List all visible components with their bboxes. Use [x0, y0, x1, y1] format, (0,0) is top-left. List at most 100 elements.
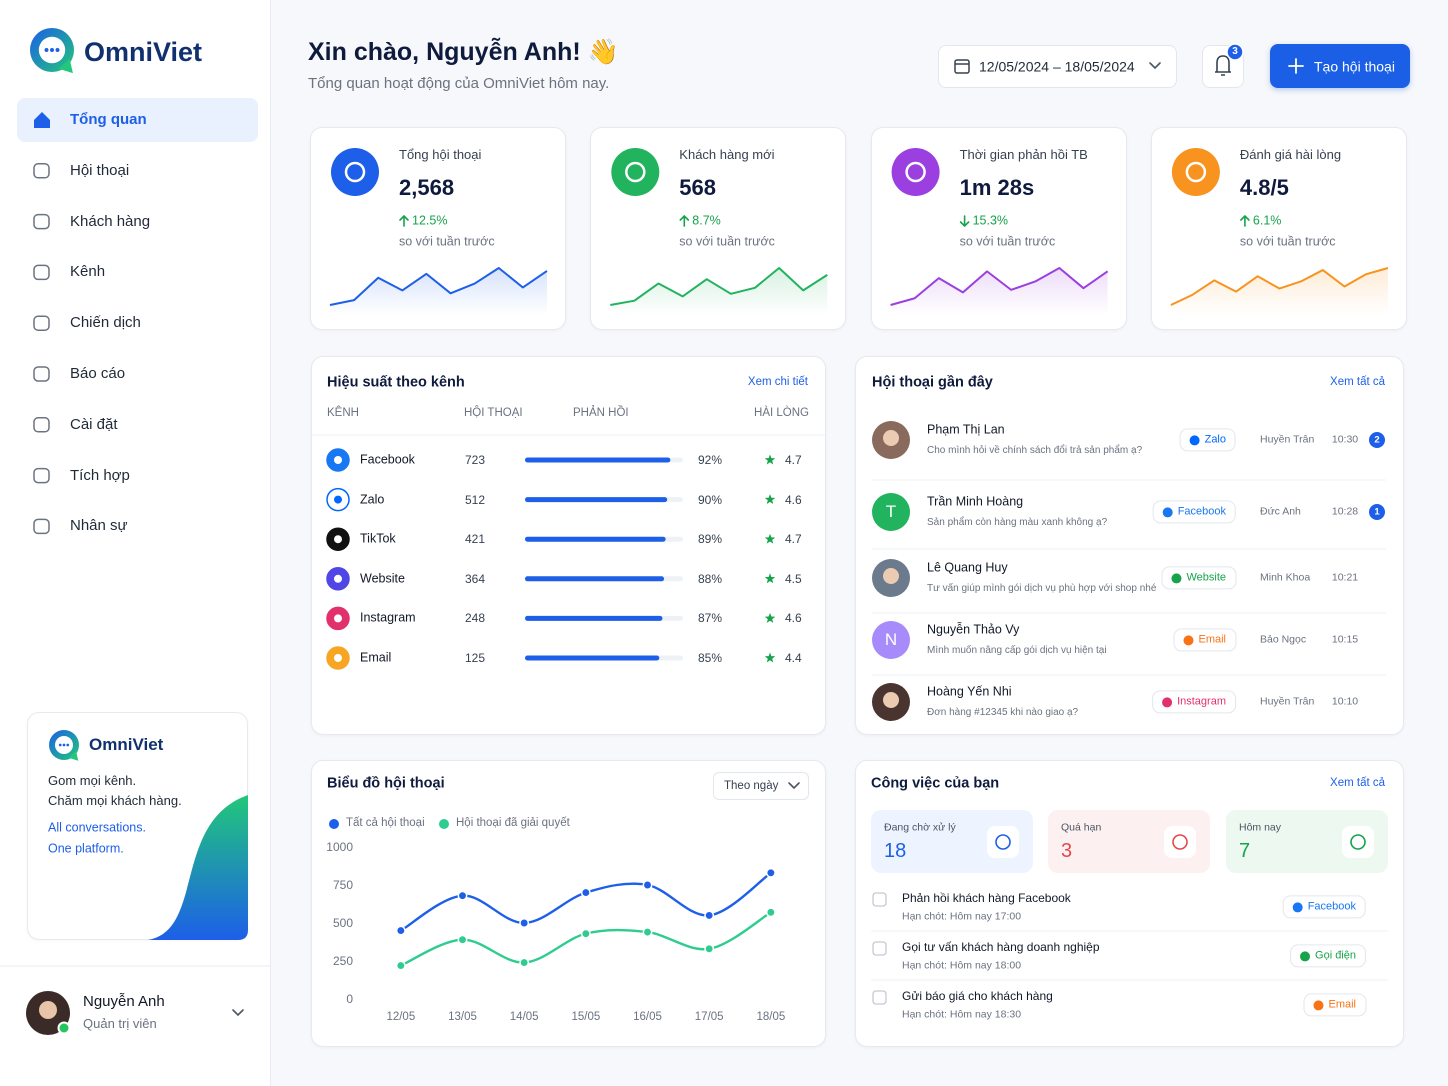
user-role: Quản trị viên [83, 1016, 157, 1032]
stat-label: Thời gian phản hồi TB [959, 147, 1088, 163]
tag-label: Facebook [1307, 900, 1356, 913]
data-point [704, 943, 715, 954]
sparkline [1170, 267, 1389, 306]
date-picker[interactable] [938, 45, 1177, 88]
channels-card [311, 356, 826, 735]
promo-line: One platform. [48, 841, 124, 856]
rating-star [764, 612, 776, 623]
data-point [519, 957, 530, 968]
channel-tag: Zalo [1179, 428, 1236, 452]
channel-tag: Facebook [1152, 500, 1236, 524]
stat-icon-glyph [905, 161, 926, 183]
avatar-face [883, 692, 899, 708]
stat-label: Tổng hội thoại [399, 147, 482, 163]
card-link[interactable]: Xem tất cả [1330, 376, 1385, 389]
trend-arrow [959, 215, 970, 228]
stat-icon [891, 148, 940, 196]
channel-conversations: 125 [465, 650, 486, 665]
stat-label: Đánh giá hài lòng [1239, 147, 1342, 163]
contact-message: Đơn hàng #12345 khi nào giao ạ? [927, 707, 1079, 718]
nav-label[interactable]: Tổng quan [70, 111, 147, 128]
period-select[interactable] [713, 772, 809, 800]
logo-dot [66, 743, 70, 747]
task-tag: Gọi điện [1290, 944, 1366, 968]
summary-label: Đang chờ xử lý [884, 821, 956, 834]
bell-button[interactable] [1202, 45, 1244, 88]
period-select-label[interactable]: Theo ngày [724, 780, 779, 793]
create-button-label[interactable]: Tạo hội thoại [1314, 58, 1395, 75]
summary-icon-box [1342, 826, 1374, 858]
response-bar [525, 497, 668, 503]
nav-label[interactable]: Báo cáo [70, 365, 126, 382]
stat-note: so với tuần trước [1239, 234, 1336, 249]
stat-label: Khách hàng mới [679, 147, 775, 163]
legend-swatch [329, 819, 339, 829]
tag-label: Email [1198, 633, 1226, 646]
stat-change: 8.7% [692, 213, 721, 228]
channel-icon-glyph [334, 535, 342, 544]
task-title[interactable]: Gửi báo giá cho khách hàng [902, 988, 1053, 1003]
stat-note: so với tuần trước [679, 234, 775, 249]
rating: 4.5 [785, 571, 802, 586]
channel-tag: Email [1173, 628, 1236, 652]
task-title[interactable]: Phản hồi khách hàng Facebook [902, 890, 1071, 905]
sparkline [329, 267, 548, 306]
recent-card [855, 356, 1404, 735]
chevron [232, 1009, 244, 1017]
chart-card [311, 760, 826, 1047]
contact-avatar [872, 493, 910, 531]
data-point [519, 918, 530, 928]
logo-dot [44, 48, 49, 52]
logo-tail [68, 751, 79, 761]
card-link[interactable]: Xem chi tiết [747, 376, 808, 389]
agent-name: Đức Anh [1260, 505, 1301, 518]
promo-line: All conversations. [48, 820, 146, 835]
avatar-initial: T [885, 501, 897, 521]
tag-label: Website [1186, 571, 1226, 584]
summary-value: 3 [1061, 840, 1073, 862]
stat-icon-glyph [344, 161, 366, 183]
task-title[interactable]: Gọi tư vấn khách hàng doanh nghiệp [902, 939, 1100, 954]
rating-star [764, 533, 776, 544]
nav-label[interactable]: Chiến dịch [70, 314, 141, 332]
stat-value: 568 [679, 174, 717, 200]
subtitle: Tổng quan hoạt động của OmniViet hôm nay… [308, 75, 610, 92]
nav-icon [33, 315, 50, 331]
tag-label: Gọi điện [1315, 949, 1356, 962]
stat-icon-glyph [625, 161, 646, 183]
channel-conversations: 364 [465, 571, 486, 586]
stat-icon [1171, 148, 1220, 196]
stat-change: 6.1% [1252, 213, 1282, 228]
data-point [457, 934, 468, 945]
nav-label[interactable]: Cài đặt [70, 415, 118, 433]
contact-message: Sản phẩm còn hàng màu xanh không ạ? [927, 517, 1108, 528]
data-point [457, 890, 468, 901]
x-tick-label: 12/05 [386, 1011, 416, 1024]
contact-name: Lê Quang Huy [927, 560, 1008, 575]
user-avatar-face [39, 1001, 57, 1019]
promo-brand: OmniViet [89, 734, 164, 754]
card-link[interactable]: Xem tất cả [1330, 777, 1385, 790]
nav-label[interactable]: Khách hàng [70, 212, 151, 230]
data-point [580, 887, 591, 898]
tag-icon [1189, 435, 1200, 445]
channel-icon-glyph [334, 574, 342, 583]
nav-label[interactable]: Tích hợp [70, 466, 130, 484]
nav-label[interactable]: Kênh [70, 263, 106, 281]
nav-icon [33, 467, 50, 484]
response-bar [525, 457, 671, 463]
nav-label[interactable]: Hội thoại [70, 161, 130, 179]
logo-tail [58, 58, 73, 74]
tag-icon [1162, 507, 1173, 517]
nav-icon [33, 213, 50, 230]
nav-item-active[interactable] [17, 98, 258, 142]
nav-label[interactable]: Nhân sự [70, 517, 128, 535]
contact-message: Tư vấn giúp mình gói dịch vụ phù hợp với… [927, 583, 1157, 594]
tag-icon [1292, 902, 1303, 912]
unread-count: 2 [1374, 434, 1380, 446]
date-range[interactable]: 12/05/2024 – 18/05/2024 [979, 58, 1135, 75]
channel-tag: Instagram [1152, 690, 1236, 714]
